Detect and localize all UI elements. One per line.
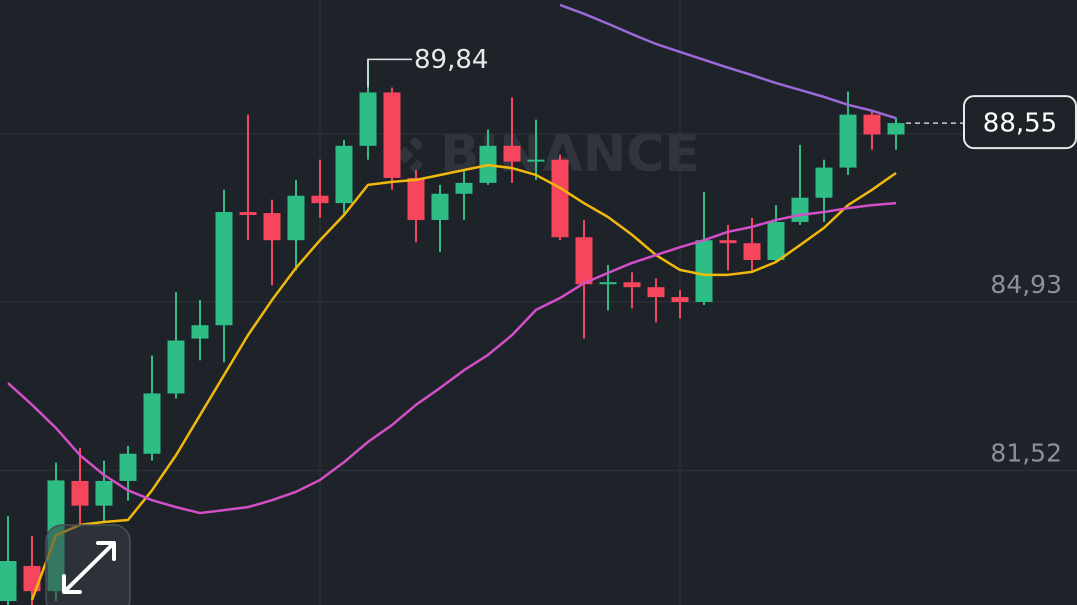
- candle-body: [359, 92, 377, 146]
- candle-body: [23, 565, 41, 592]
- candle-body: [263, 213, 281, 241]
- ma-line: [30, 163, 897, 601]
- candle-body: [383, 92, 401, 178]
- price-box: [963, 95, 1077, 150]
- candle-body: [551, 159, 569, 238]
- expand-button[interactable]: [45, 524, 131, 605]
- candle-body: [119, 453, 137, 481]
- candle-body: [455, 182, 473, 194]
- candle-body: [335, 145, 353, 204]
- candle-body: [815, 167, 833, 198]
- max-marker-label: 89,84: [414, 45, 488, 75]
- watermark-text: BINANCE: [440, 124, 700, 184]
- candle-body: [407, 177, 425, 220]
- price-label: 88,55: [983, 109, 1057, 139]
- max-marker-line: [367, 58, 412, 88]
- candle-body: [695, 240, 713, 303]
- candle-body: [0, 561, 17, 602]
- candle-body: [623, 282, 641, 288]
- candle-body: [503, 145, 521, 162]
- candle-body: [167, 340, 185, 394]
- candle-body: [239, 212, 257, 216]
- candle-body: [143, 393, 161, 454]
- candle-body: [311, 195, 329, 204]
- y-tick-label: 81,52: [990, 439, 1062, 468]
- candle-body: [719, 240, 737, 244]
- candle-body: [647, 287, 665, 298]
- candle-body: [95, 480, 113, 506]
- candle-body: [767, 221, 785, 260]
- candle-body: [671, 297, 689, 303]
- candle-body: [743, 243, 761, 260]
- candle-body: [887, 123, 905, 135]
- candle-body: [431, 193, 449, 220]
- candle-body: [527, 159, 545, 162]
- candle-body: [287, 195, 305, 241]
- candle-body: [863, 114, 881, 135]
- candle-body: [71, 480, 89, 506]
- candle-body: [575, 237, 593, 285]
- candle-body: [791, 197, 809, 222]
- ma-line: [7, 201, 897, 515]
- candle-body: [839, 114, 857, 168]
- y-tick-label: 84,93: [990, 270, 1062, 299]
- ma-line: [559, 3, 897, 120]
- candle-body: [191, 325, 209, 339]
- candle-body: [215, 212, 233, 326]
- candle-body: [599, 282, 617, 285]
